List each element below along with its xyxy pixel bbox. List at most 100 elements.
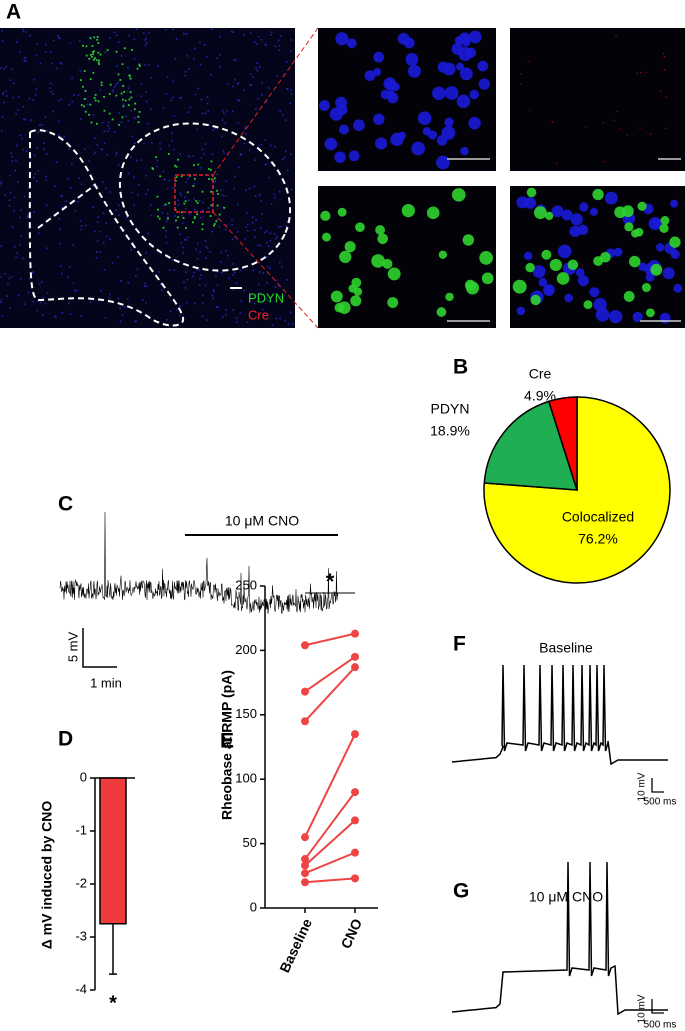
point (301, 687, 309, 696)
nucleus (222, 316, 224, 318)
nucleus (270, 31, 273, 33)
nucleus (39, 124, 41, 126)
nucleus (285, 61, 288, 64)
nucleus (156, 165, 158, 168)
nucleus (246, 321, 249, 324)
pdyn-cell (106, 49, 109, 52)
nucleus (96, 240, 99, 242)
nucleus (251, 221, 254, 224)
nucleus (216, 284, 219, 287)
nucleus (23, 57, 26, 60)
nucleus (162, 107, 165, 109)
cell (516, 196, 529, 209)
nucleus (194, 302, 196, 305)
nucleus (80, 118, 82, 120)
nucleus (126, 90, 129, 93)
nucleus (198, 199, 201, 202)
nucleus (187, 177, 189, 180)
nucleus (127, 172, 130, 175)
pdyn-cell (182, 217, 185, 219)
cell (556, 272, 570, 285)
cell (337, 207, 347, 217)
nucleus (57, 36, 60, 39)
pdyn-cell (223, 206, 226, 209)
nucleus (249, 32, 252, 34)
nucleus (276, 75, 279, 77)
cell (570, 213, 583, 226)
pdyn-cell (196, 213, 199, 216)
nucleus (4, 273, 6, 275)
cell (663, 69, 666, 71)
nucleus (10, 68, 13, 70)
nucleus (196, 128, 199, 131)
nucleus (115, 83, 117, 86)
cell (541, 249, 552, 260)
cell (380, 89, 391, 100)
nucleus (127, 87, 130, 89)
pdyn-cell (201, 223, 204, 226)
nucleus (84, 98, 87, 100)
micrographs (0, 27, 685, 329)
panel-letter: A (6, 1, 21, 24)
nucleus (108, 297, 111, 300)
pdyn-cell (138, 65, 141, 67)
nucleus (209, 250, 211, 253)
nucleus (138, 184, 140, 186)
pdyn-cell (97, 51, 100, 54)
nucleus (37, 300, 39, 303)
nucleus (249, 149, 251, 151)
nucleus (274, 145, 276, 148)
pdyn-cell (162, 226, 165, 229)
nucleus (264, 43, 267, 46)
nucleus (32, 300, 34, 303)
pdyn-cell (155, 156, 157, 159)
pdyn-cell (208, 167, 210, 170)
cell (469, 89, 480, 100)
cell (589, 287, 600, 298)
nucleus (32, 271, 34, 274)
slice-value: 76.2% (578, 531, 618, 547)
nucleus (268, 87, 270, 89)
nucleus (179, 305, 182, 307)
pdyn-cell (168, 202, 170, 205)
nucleus (238, 99, 241, 102)
cell (619, 128, 622, 131)
nucleus (147, 122, 150, 125)
nucleus (33, 176, 35, 179)
pdyn-cell (121, 116, 124, 119)
nucleus (136, 28, 138, 30)
nucleus (36, 43, 39, 46)
nucleus (262, 272, 265, 274)
nucleus (186, 55, 188, 57)
nucleus (206, 247, 209, 249)
pdyn-cell (189, 174, 192, 177)
nucleus (98, 230, 101, 233)
cell (523, 251, 533, 261)
nucleus (179, 97, 181, 99)
pdyn-cell (177, 158, 179, 161)
nucleus (227, 254, 229, 257)
nucleus (45, 204, 48, 207)
nucleus (188, 68, 191, 70)
nucleus (278, 44, 281, 47)
nucleus (54, 185, 56, 187)
nucleus (130, 249, 133, 251)
nucleus (163, 178, 166, 181)
nucleus (126, 298, 129, 300)
nucleus (217, 306, 219, 309)
micrograph (510, 28, 685, 171)
nucleus (159, 142, 161, 145)
nucleus (250, 294, 252, 297)
pair-line (304, 877, 356, 884)
cell (640, 71, 642, 74)
cell (468, 30, 482, 44)
nucleus (37, 170, 40, 172)
nucleus (195, 248, 197, 251)
y-tick-label: 0 (80, 769, 87, 784)
nucleus (234, 175, 236, 178)
nucleus (248, 187, 251, 190)
pdyn-cell (128, 98, 131, 101)
cell (600, 252, 611, 263)
pdyn-cell (122, 85, 124, 87)
nucleus (186, 278, 189, 281)
